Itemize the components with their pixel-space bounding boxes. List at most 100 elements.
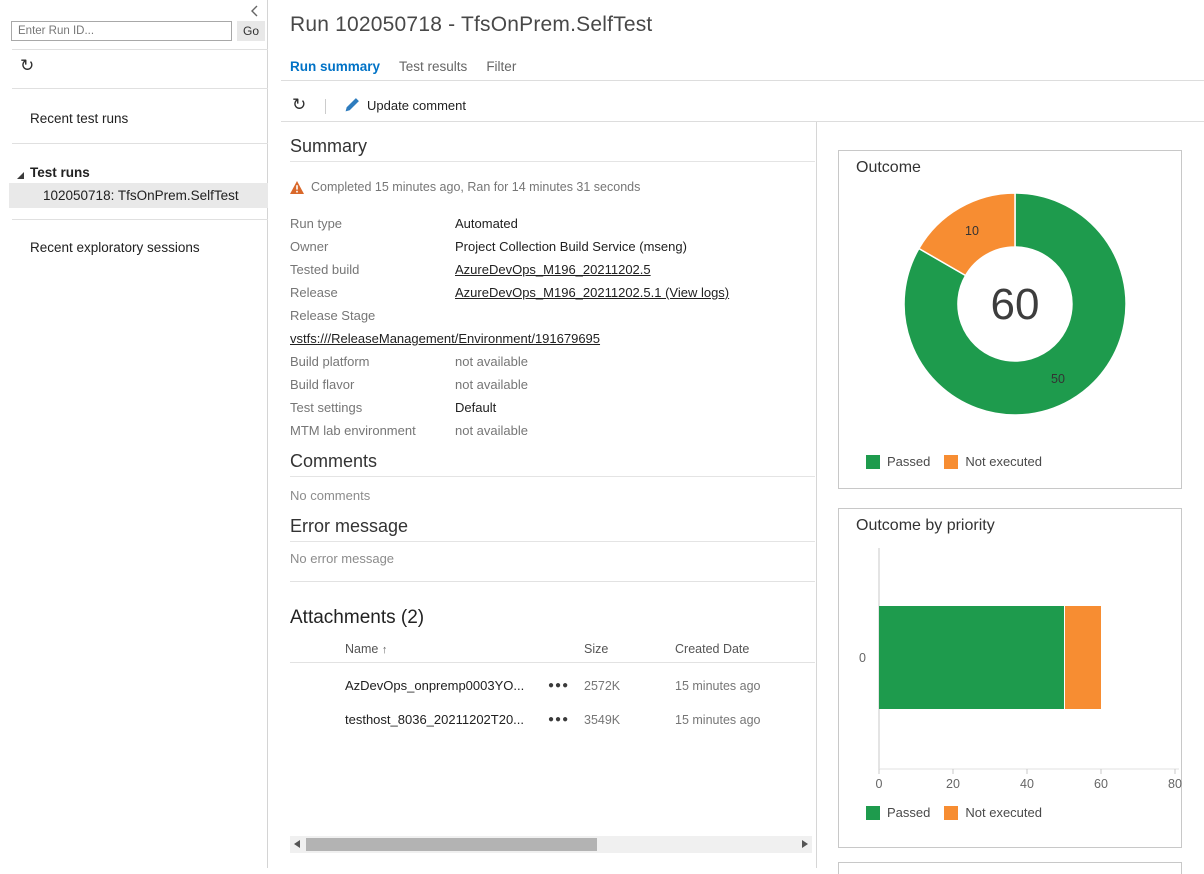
tree-expander-icon[interactable] (17, 172, 24, 179)
tested-build-link[interactable]: AzureDevOps_M196_20211202.5 (455, 262, 651, 277)
property-row: Test settings Default (290, 396, 815, 419)
x-tick-label: 20 (946, 777, 960, 791)
release-link[interactable]: AzureDevOps_M196_20211202.5.1 (View logs… (455, 285, 730, 300)
divider (290, 581, 815, 582)
property-row: Run type Automated (290, 212, 815, 235)
y-tick-label: 0 (859, 651, 866, 665)
sidebar-item-selected-run[interactable]: 102050718: TfsOnPrem.SelfTest (9, 183, 268, 208)
outcome-card: Outcome 10 50 60 Passed Not executed (838, 150, 1182, 489)
legend-swatch-not-executed (944, 454, 959, 469)
bar-segment-not-executed[interactable] (1065, 606, 1101, 709)
no-comments-text: No comments (290, 488, 371, 503)
property-row: vstfs:///ReleaseManagement/Environment/1… (290, 327, 815, 350)
divider (290, 662, 815, 663)
scrollbar-thumb[interactable] (306, 838, 597, 851)
attachment-created: 15 minutes ago (675, 713, 761, 727)
tab-run-summary[interactable]: Run summary (290, 59, 381, 74)
attachment-created: 15 minutes ago (675, 679, 761, 693)
run-type-value: Automated (455, 216, 518, 231)
property-row: Release AzureDevOps_M196_20211202.5.1 (V… (290, 281, 815, 304)
x-tick-label: 60 (1094, 777, 1108, 791)
outcome-by-priority-card: Outcome by priority 0 0 20 40 60 80 Pass… (838, 508, 1182, 848)
refresh-icon[interactable]: ↻ (292, 95, 307, 114)
priority-bar-chart: 0 0 20 40 60 80 (859, 548, 1182, 791)
column-header-size[interactable]: Size (584, 642, 609, 656)
vertical-divider (816, 122, 817, 868)
outcome-donut-chart: 10 50 60 (903, 192, 1127, 416)
summary-heading: Summary (290, 136, 815, 162)
tab-bar: Run summary Test results Filter (290, 59, 516, 74)
pencil-icon (345, 98, 359, 112)
next-card-partial (838, 862, 1182, 874)
legend-item-not-executed: Not executed (944, 805, 1042, 820)
property-row: Build platform not available (290, 354, 528, 369)
divider (12, 88, 268, 89)
legend-item-passed: Passed (866, 454, 930, 469)
update-comment-button[interactable]: Update comment (344, 97, 466, 113)
tab-filter[interactable]: Filter (486, 59, 517, 74)
legend-swatch-not-executed (944, 805, 959, 820)
donut-slice-not-executed[interactable] (918, 192, 1016, 277)
sidebar: Go ↻ Recent test runs Test runs 10205071… (0, 0, 268, 868)
bar-segment-passed[interactable] (879, 606, 1064, 709)
attachment-name[interactable]: AzDevOps_onpremp0003YO... (345, 678, 525, 693)
toolbar-separator (325, 99, 326, 114)
x-tick-label: 40 (1020, 777, 1034, 791)
outcome-by-priority-chart-title: Outcome by priority (856, 517, 995, 534)
test-settings-value: Default (455, 400, 497, 415)
property-row: Owner Project Collection Build Service (… (290, 235, 815, 258)
release-stage-link[interactable]: vstfs:///ReleaseManagement/Environment/1… (290, 331, 601, 346)
slice-label-passed: 50 (1051, 372, 1065, 386)
sidebar-item-recent-test-runs[interactable]: Recent test runs (30, 111, 129, 126)
divider (12, 143, 268, 144)
divider (12, 49, 268, 50)
scroll-right-icon[interactable] (802, 840, 808, 848)
outcome-chart-title: Outcome (856, 159, 921, 176)
chart-legend: Passed Not executed (866, 805, 1042, 820)
slice-label-not-executed: 10 (965, 224, 979, 238)
go-button[interactable]: Go (237, 21, 265, 41)
attachment-name[interactable]: testhost_8036_20211202T20... (345, 712, 525, 727)
page-title: Run 102050718 - TfsOnPrem.SelfTest (290, 13, 653, 36)
refresh-runs-icon[interactable]: ↻ (20, 56, 35, 75)
donut-total-label: 60 (991, 280, 1040, 329)
property-row: Build flavor not available (290, 377, 528, 392)
legend-swatch-passed (866, 454, 880, 469)
collapse-sidebar-icon[interactable] (248, 4, 262, 18)
sidebar-item-recent-exploratory-sessions[interactable]: Recent exploratory sessions (30, 240, 200, 255)
attachment-size: 3549K (584, 713, 621, 727)
divider (281, 121, 1204, 122)
sort-ascending-icon: ↑ (381, 644, 388, 656)
chart-legend: Passed Not executed (866, 454, 1042, 469)
run-properties: Run type Automated Owner Project Collect… (290, 212, 815, 442)
comments-heading: Comments (290, 451, 815, 477)
run-id-input[interactable] (11, 21, 232, 41)
property-row: Tested build AzureDevOps_M196_20211202.5 (290, 258, 815, 281)
more-actions-icon[interactable]: ●●● (548, 714, 570, 725)
legend-item-passed: Passed (866, 805, 930, 820)
legend-item-not-executed: Not executed (944, 454, 1042, 469)
legend-swatch-passed (866, 805, 880, 820)
run-status: Completed 15 minutes ago, Ran for 14 min… (290, 180, 640, 194)
owner-value: Project Collection Build Service (mseng) (455, 239, 687, 254)
column-header-name[interactable]: Name ↑ (345, 642, 388, 656)
update-comment-label: Update comment (367, 97, 466, 113)
column-header-created-date[interactable]: Created Date (675, 642, 750, 656)
no-error-message-text: No error message (290, 551, 395, 566)
sidebar-tree-test-runs[interactable]: Test runs (30, 165, 90, 180)
status-text: Completed 15 minutes ago, Ran for 14 min… (311, 180, 641, 194)
donut-slice-passed[interactable] (903, 192, 1127, 416)
divider (12, 219, 268, 220)
horizontal-scrollbar[interactable] (290, 836, 812, 853)
tab-test-results[interactable]: Test results (399, 59, 468, 74)
x-tick-label: 0 (876, 777, 883, 791)
divider (281, 80, 1204, 81)
property-row: Release Stage (290, 308, 376, 323)
error-message-heading: Error message (290, 516, 815, 542)
scroll-left-icon[interactable] (294, 840, 300, 848)
more-actions-icon[interactable]: ●●● (548, 680, 570, 691)
x-tick-label: 80 (1168, 777, 1182, 791)
warning-icon (290, 180, 304, 194)
selected-run-label: 102050718: TfsOnPrem.SelfTest (43, 188, 239, 203)
